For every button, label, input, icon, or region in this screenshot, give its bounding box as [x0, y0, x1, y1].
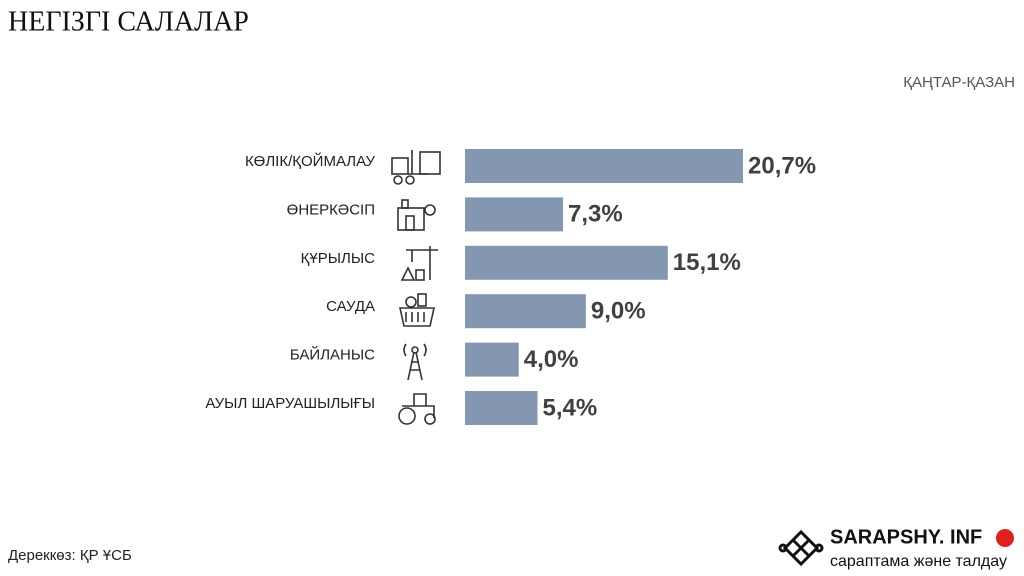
bar	[465, 197, 564, 232]
category-label: ӨНЕРКӘСІП	[287, 201, 375, 218]
category-label: БАЙЛАНЫС	[290, 346, 375, 364]
value-label: 15,1%	[673, 249, 741, 276]
value-label: 4,0%	[524, 346, 579, 373]
category-label: АУЫЛ ШАРУАШЫЛЫҒЫ	[205, 395, 375, 412]
category-label: САУДА	[326, 298, 375, 315]
bar	[465, 294, 586, 329]
category-label: ҚҰРЫЛЫС	[301, 250, 375, 267]
brand-knot	[778, 529, 824, 567]
brand-tagline: сараптама және талдау	[830, 553, 1007, 570]
bar	[465, 391, 538, 425]
bar	[465, 149, 743, 183]
value-label: 7,3%	[568, 201, 623, 228]
value-label: 5,4%	[543, 394, 598, 421]
brand-o	[996, 529, 1014, 547]
bar	[465, 342, 519, 377]
icon-basket	[399, 293, 435, 327]
icon-tower	[403, 343, 427, 381]
icon-forklift	[391, 150, 441, 185]
value-label: 20,7%	[748, 152, 816, 179]
value-label: 9,0%	[591, 298, 646, 325]
bar	[465, 245, 668, 280]
brand-name: SARAPSHY. INF	[830, 526, 982, 548]
icon-tractor	[398, 393, 436, 425]
icon-factory	[397, 199, 436, 231]
brand-logo: SARAPSHY. INF сараптама және талдау	[778, 526, 1014, 570]
icons	[391, 150, 441, 425]
category-label: КӨЛІК/ҚОЙМАЛАУ	[245, 152, 376, 170]
source: Дереккөз: ҚР ҰСБ	[8, 547, 132, 564]
icon-crane	[400, 246, 438, 281]
chart-title: НЕГІЗГІ САЛАЛАР	[8, 6, 249, 37]
chart-subtitle: ҚАҢТАР-ҚАЗАН	[903, 74, 1015, 91]
